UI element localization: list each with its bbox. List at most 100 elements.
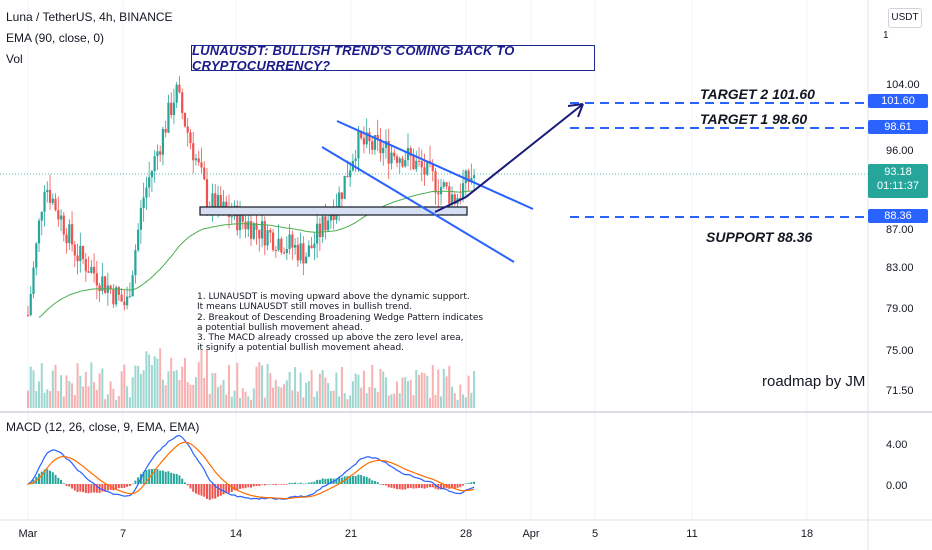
macd-histogram-bar	[373, 480, 376, 484]
macd-histogram-bar	[62, 483, 65, 484]
candle	[131, 275, 134, 297]
note-line: 2. Breakout of Descending Broadening Wed…	[197, 312, 484, 323]
volume-bar	[90, 362, 93, 408]
x-tick-label: 5	[591, 528, 599, 540]
volume-bar	[360, 387, 363, 408]
volume-bar	[216, 387, 219, 408]
volume-bar	[150, 364, 153, 408]
volume-bar	[71, 383, 74, 408]
volume-bar	[261, 365, 264, 408]
volume-bar	[404, 377, 407, 408]
macd-histogram-bar	[87, 484, 90, 494]
candle	[324, 216, 327, 231]
candle	[431, 163, 434, 172]
candle	[183, 112, 187, 127]
macd-histogram-bar	[313, 481, 316, 484]
candle	[84, 259, 87, 272]
volume-bar	[418, 374, 421, 408]
macd-histogram-bar	[228, 484, 231, 493]
volume-bar	[285, 380, 288, 408]
x-tick-label: 7	[119, 528, 127, 540]
macd-histogram-bar	[106, 484, 109, 491]
candle	[404, 160, 407, 167]
volume-bar	[426, 375, 429, 408]
macd-histogram-bar	[104, 484, 107, 492]
macd-histogram-bar	[142, 471, 145, 484]
volume-bar	[192, 384, 195, 408]
volume-bar	[269, 373, 272, 408]
volume-bar	[73, 394, 76, 408]
macd-histogram-bar	[453, 484, 456, 489]
volume-bar	[258, 362, 261, 408]
volume-bar	[76, 363, 79, 408]
macd-histogram-bar	[126, 484, 129, 487]
macd-histogram-bar	[365, 476, 368, 484]
candle	[134, 250, 137, 276]
macd-histogram-bar	[285, 484, 288, 485]
candle	[390, 152, 393, 164]
candle	[453, 194, 456, 204]
candle	[153, 156, 156, 172]
macd-histogram-bar	[200, 484, 203, 496]
macd-histogram-bar	[239, 484, 242, 489]
y-tick-label: 75.00	[886, 345, 914, 357]
candle	[442, 182, 445, 188]
macd-legend[interactable]: MACD (12, 26, close, 9, EMA, EMA)	[6, 420, 200, 434]
volume-bar	[464, 397, 467, 408]
macd-histogram-bar	[329, 478, 332, 484]
candle	[51, 198, 54, 203]
candle	[472, 175, 476, 178]
volume-bar	[307, 381, 310, 408]
volume-bar	[109, 381, 112, 408]
candle	[230, 216, 233, 218]
volume-bar	[420, 372, 423, 408]
symbol-legend[interactable]: Luna / TetherUS, 4h, BINANCE	[6, 10, 173, 24]
volume-bar	[324, 377, 327, 408]
candle	[293, 244, 297, 248]
candle	[461, 183, 465, 199]
candle	[192, 143, 195, 161]
candle	[241, 210, 244, 222]
candle	[37, 220, 41, 244]
macd-histogram-bar	[440, 484, 443, 490]
macd-histogram-bar	[167, 471, 170, 484]
macd-histogram-bar	[90, 484, 93, 493]
currency-button[interactable]: USDT	[888, 8, 922, 28]
volume-bar	[379, 369, 382, 408]
candle	[288, 234, 291, 249]
macd-histogram-bar	[395, 484, 398, 490]
volume-bar	[197, 362, 200, 408]
volume-bar	[205, 349, 208, 408]
candle	[90, 266, 93, 273]
volume-bar	[255, 366, 258, 408]
macd-histogram-bar	[222, 484, 225, 495]
macd-histogram-bar	[266, 484, 269, 485]
candle	[332, 214, 335, 220]
macd-histogram-bar	[79, 484, 82, 492]
volume-legend[interactable]: Vol	[6, 52, 23, 66]
scale-label: 1	[883, 30, 889, 41]
target2-label: TARGET 2 101.60	[700, 86, 815, 102]
macd-histogram-bar	[145, 470, 148, 484]
candle	[299, 243, 302, 261]
volume-bar	[222, 379, 225, 408]
macd-histogram-bar	[60, 480, 63, 484]
macd-histogram-bar	[128, 484, 131, 486]
candle	[112, 289, 115, 305]
candle	[395, 156, 399, 163]
volume-bar	[54, 364, 57, 408]
volume-bar	[29, 366, 32, 408]
volume-bar	[406, 380, 409, 408]
macd-histogram-bar	[134, 480, 137, 484]
macd-histogram-bar	[464, 483, 467, 485]
volume-bar	[35, 391, 38, 408]
volume-bar	[294, 367, 297, 408]
ema-legend[interactable]: EMA (90, close, 0)	[6, 31, 105, 45]
volume-bar	[153, 356, 156, 408]
volume-bar	[434, 394, 437, 408]
macd-histogram-bar	[429, 484, 432, 488]
candle	[365, 132, 368, 145]
volume-bar	[120, 371, 123, 408]
candle	[316, 223, 319, 244]
